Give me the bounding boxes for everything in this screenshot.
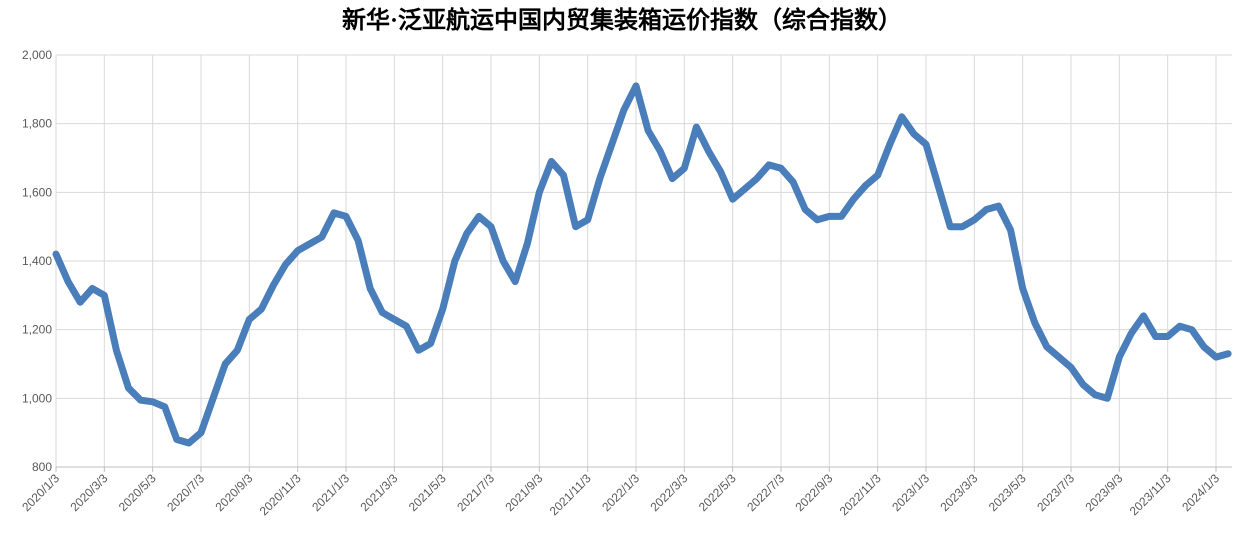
x-tick-label: 2022/9/3 [793,471,836,514]
x-tick-label: 2024/1/3 [1179,471,1222,514]
x-tick-label: 2021/5/3 [406,471,449,514]
x-tick-label: 2023/5/3 [986,471,1029,514]
x-tick-label: 2021/11/3 [547,471,594,518]
y-tick-label: 800 [32,460,52,474]
x-tick-label: 2021/9/3 [503,471,546,514]
x-tick-label: 2023/1/3 [889,471,932,514]
x-tick-label: 2022/1/3 [599,471,642,514]
x-tick-label: 2021/7/3 [454,471,497,514]
chart-title: 新华·泛亚航运中国内贸集装箱运价指数（综合指数） [342,6,902,34]
x-tick-label: 2020/11/3 [257,471,304,518]
x-tick-label: 2023/11/3 [1127,471,1174,518]
y-tick-label: 1,800 [22,117,52,131]
x-tick-label: 2022/3/3 [648,471,691,514]
x-tick-label: 2020/3/3 [68,471,111,514]
x-tick-label: 2020/1/3 [19,471,62,514]
y-tick-label: 1,000 [22,391,52,405]
x-tick-label: 2020/5/3 [116,471,159,514]
y-tick-label: 1,600 [22,185,52,199]
x-tick-label: 2023/3/3 [938,471,981,514]
data-line [52,82,1232,447]
y-tick-label: 2,000 [22,48,52,62]
x-tick-label: 2020/9/3 [213,471,256,514]
y-tick-label: 1,200 [22,323,52,337]
x-tick-label: 2022/11/3 [837,471,884,518]
x-tick-label: 2022/5/3 [696,471,739,514]
x-tick-label: 2021/3/3 [358,471,401,514]
y-tick-label: 1,400 [22,254,52,268]
x-tick-label: 2023/7/3 [1034,471,1077,514]
x-tick-label: 2020/7/3 [164,471,207,514]
x-tick-label: 2021/1/3 [309,471,352,514]
x-tick-label: 2023/9/3 [1083,471,1126,514]
x-tick-label: 2022/7/3 [744,471,787,514]
